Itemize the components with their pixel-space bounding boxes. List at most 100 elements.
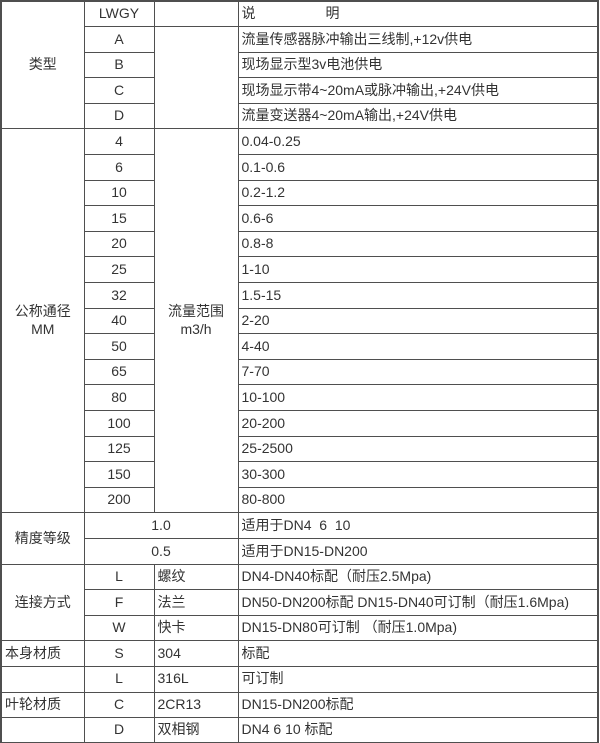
diameter-size-cell: 80 [83, 384, 155, 411]
diameter-size-cell: 50 [83, 333, 155, 360]
connection-desc-cell: DN4-DN40标配（耐压2.5Mpa) [237, 563, 599, 591]
diameter-section-label: 公称通径 MM [0, 128, 85, 514]
flow-range-cell: 2-20 [237, 307, 599, 335]
material-section-label [0, 665, 85, 693]
connection-desc-cell: DN50-DN200标配 DN15-DN40可订制（耐压1.6Mpa) [237, 589, 599, 616]
diameter-row: 65 7-70 [1, 358, 599, 386]
flow-range-cell: 0.2-1.2 [237, 179, 599, 207]
type-code-cell: B [83, 51, 155, 79]
flow-range-cell: 20-200 [237, 410, 599, 437]
material-row: L 316L 可订制 [0, 665, 599, 693]
diameter-row: 10 0.2-1.2 [1, 179, 599, 207]
diameter-row: 公称通径 MM 4 流量范围 m3/h 0.04-0.25 [0, 128, 599, 514]
diameter-size-cell: 4 [83, 128, 155, 156]
material-section-label [0, 717, 85, 743]
flow-range-cell: 4-40 [237, 333, 599, 360]
diameter-size-cell: 32 [83, 282, 155, 309]
material-code-cell: C [83, 691, 155, 719]
diameter-size-cell: 25 [83, 256, 155, 284]
accuracy-desc-cell: 适用于DN4 6 10 [237, 512, 599, 539]
material-code-cell: S [83, 640, 155, 667]
material-code-cell: L [83, 665, 155, 693]
material-row: 叶轮材质 C 2CR13 DN15-DN200标配 [0, 691, 599, 719]
diameter-row: 6 0.1-0.6 [1, 154, 599, 181]
material-name-cell: 316L [153, 665, 239, 693]
diameter-row: 150 30-300 [1, 461, 599, 488]
connection-row: W 快卡 DN15-DN80可订制 （耐压1.0Mpa) [1, 614, 599, 642]
flow-range-cell: 30-300 [237, 461, 599, 488]
diameter-size-cell: 10 [83, 179, 155, 207]
flow-range-cell: 0.6-6 [237, 205, 599, 232]
flow-range-cell: 1-10 [237, 256, 599, 284]
connection-code-cell: F [83, 589, 155, 616]
diameter-row: 80 10-100 [1, 384, 599, 411]
flow-range-label: 流量范围 m3/h [153, 128, 239, 514]
flow-range-cell: 0.1-0.6 [237, 154, 599, 181]
diameter-row: 25 1-10 [1, 256, 599, 284]
connection-section-label: 连接方式 [0, 563, 85, 642]
header-row: 类型 LWGY 说 明 [0, 0, 599, 130]
diameter-size-cell: 65 [83, 358, 155, 386]
material-section-label: 本身材质 [0, 640, 85, 667]
flow-range-cell: 1.5-15 [237, 282, 599, 309]
type-code-cell: C [83, 77, 155, 104]
accuracy-value-cell: 1.0 [83, 512, 239, 539]
flow-range-cell: 0.8-8 [237, 230, 599, 258]
material-desc-cell: DN15-DN200标配 [237, 691, 599, 719]
type-desc-cell: 现场显示带4~20mA或脉冲输出,+24V供电 [237, 77, 599, 104]
diameter-row: 100 20-200 [1, 410, 599, 437]
connection-row: F 法兰 DN50-DN200标配 DN15-DN40可订制（耐压1.6Mpa) [1, 589, 599, 616]
material-desc-cell: DN4 6 10 标配 [237, 717, 599, 743]
connection-row: 连接方式 L 螺纹 DN4-DN40标配（耐压2.5Mpa) [0, 563, 599, 642]
flow-range-cell: 7-70 [237, 358, 599, 386]
type-code-cell: D [83, 102, 155, 130]
diameter-size-cell: 40 [83, 307, 155, 335]
diameter-size-cell: 100 [83, 410, 155, 437]
flow-range-cell: 80-800 [237, 486, 599, 514]
material-name-cell: 2CR13 [153, 691, 239, 719]
material-desc-cell: 可订制 [237, 665, 599, 693]
header-empty-cell [153, 0, 239, 28]
diameter-size-cell: 200 [83, 486, 155, 514]
diameter-size-cell: 20 [83, 230, 155, 258]
type-desc-cell: 流量传感器脉冲输出三线制,+12v供电 [237, 26, 599, 53]
material-code-cell: D [83, 717, 155, 743]
accuracy-row: 0.5 适用于DN15-DN200 [1, 537, 599, 565]
diameter-size-cell: 15 [83, 205, 155, 232]
type-row-b: B 现场显示型3v电池供电 [1, 51, 599, 79]
type-row-c: C 现场显示带4~20mA或脉冲输出,+24V供电 [1, 77, 599, 104]
connection-code-cell: W [83, 614, 155, 642]
material-name-cell: 304 [153, 640, 239, 667]
diameter-size-cell: 6 [83, 154, 155, 181]
desc-header-cell: 说 明 [237, 0, 599, 28]
flow-range-cell: 10-100 [237, 384, 599, 411]
type-desc-cell: 现场显示型3v电池供电 [237, 51, 599, 79]
type-desc-cell: 流量变送器4~20mA输出,+24V供电 [237, 102, 599, 130]
material-row: D 双相钢 DN4 6 10 标配 [0, 717, 599, 743]
connection-name-cell: 螺纹 [153, 563, 239, 591]
diameter-row: 32 1.5-15 [1, 282, 599, 309]
diameter-row: 40 2-20 [1, 307, 599, 335]
connection-code-cell: L [83, 563, 155, 591]
material-row: 本身材质 S 304 标配 [0, 640, 599, 667]
type-section-label: 类型 [0, 0, 85, 130]
accuracy-row: 精度等级 1.0 适用于DN4 6 10 [0, 512, 599, 565]
material-desc-cell: 标配 [237, 640, 599, 667]
diameter-row: 15 0.6-6 [1, 205, 599, 232]
diameter-row: 125 25-2500 [1, 435, 599, 463]
diameter-row: 20 0.8-8 [1, 230, 599, 258]
diameter-row: 50 4-40 [1, 333, 599, 360]
connection-desc-cell: DN15-DN80可订制 （耐压1.0Mpa) [237, 614, 599, 642]
type-middle-empty-cell [153, 26, 239, 130]
type-row-a: A 流量传感器脉冲输出三线制,+12v供电 [1, 26, 599, 130]
diameter-size-cell: 125 [83, 435, 155, 463]
accuracy-value-cell: 0.5 [83, 537, 239, 565]
material-name-cell: 双相钢 [153, 717, 239, 743]
material-section-label: 叶轮材质 [0, 691, 85, 719]
type-code-cell: A [83, 26, 155, 53]
connection-name-cell: 快卡 [153, 614, 239, 642]
accuracy-desc-cell: 适用于DN15-DN200 [237, 537, 599, 565]
model-code-cell: LWGY [83, 0, 155, 28]
diameter-size-cell: 150 [83, 461, 155, 488]
